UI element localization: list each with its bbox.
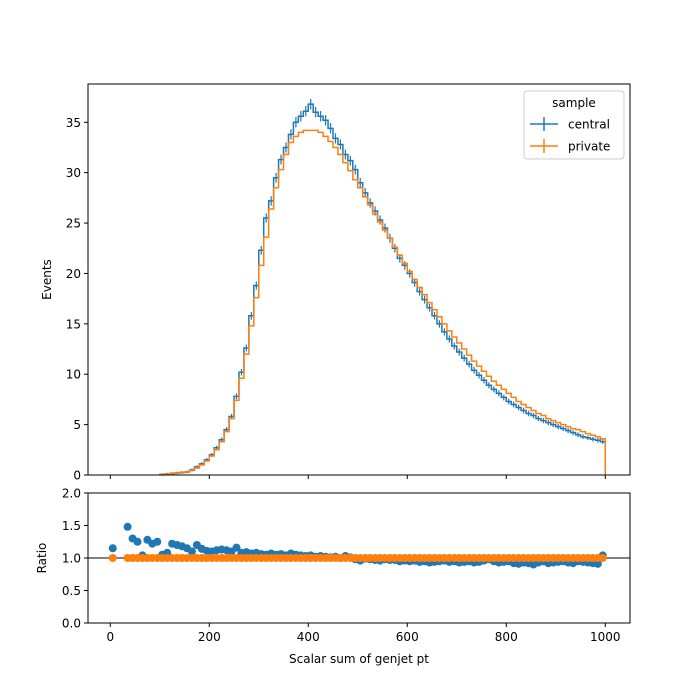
y-tick-label: 15	[66, 317, 81, 331]
ratio-series-layer	[88, 522, 630, 569]
ratio-y-ticks: 0.0 0.5 1.0 1.5 2.0	[62, 487, 88, 631]
ratio-y-tick-label: 1.5	[62, 519, 81, 533]
legend: sample central private	[523, 90, 625, 160]
ratio-y-tick-label: 0.5	[62, 584, 81, 598]
legend-label-private: private	[568, 140, 610, 154]
y-tick-label: 20	[66, 267, 81, 281]
x-axis-label: Scalar sum of genjet pt	[289, 652, 429, 666]
legend-label-central: central	[568, 118, 610, 132]
ratio-point-central	[187, 547, 196, 556]
ratio-point-central	[153, 537, 162, 546]
y-tick-label: 35	[66, 116, 81, 130]
legend-box	[523, 90, 625, 160]
legend-entry-private: private	[530, 139, 610, 154]
x-tick-label: 200	[198, 630, 221, 644]
ratio-series-private	[108, 554, 607, 562]
ratio-point-central	[108, 544, 117, 553]
top-panel: 0 5 10 15 20 25 30 35 Events sample central pri…	[40, 83, 631, 483]
series-private	[159, 129, 606, 476]
x-tick-label: 800	[495, 630, 518, 644]
y-tick-label: 0	[73, 469, 81, 483]
x-tick-label: 600	[396, 630, 419, 644]
ratio-point-central	[123, 522, 132, 531]
ratio-y-tick-label: 1.0	[62, 552, 81, 566]
y-tick-label: 5	[73, 418, 81, 432]
y-tick-label: 30	[66, 166, 81, 180]
y-tick-label: 10	[66, 368, 81, 382]
legend-title: sample	[552, 96, 596, 110]
ratio-y-tick-label: 0.0	[62, 617, 81, 631]
ratio-point-central	[593, 559, 602, 568]
top-plot-frame	[87, 83, 631, 476]
ratio-plot-frame	[87, 492, 631, 624]
top-y-axis-label: Events	[40, 259, 54, 300]
x-tick-label: 0	[106, 630, 114, 644]
ratio-y-axis-label: Ratio	[35, 543, 49, 574]
ratio-point-private	[108, 554, 117, 562]
step-line-private	[159, 129, 606, 476]
top-series-layer	[159, 98, 606, 476]
x-tick-label: 1000	[590, 630, 621, 644]
ratio-point-central	[133, 537, 142, 546]
ratio-point-central	[232, 543, 241, 552]
ratio-y-tick-label: 2.0	[62, 487, 81, 501]
x-tick-label: 400	[297, 630, 320, 644]
ratio-x-ticks: 0 200 400 600 800 1000	[106, 623, 621, 644]
ratio-point-private	[598, 554, 607, 562]
legend-entry-central: central	[530, 117, 610, 132]
top-y-ticks: 0 5 10 15 20 25 30 35	[66, 116, 88, 483]
top-x-ticks	[109, 475, 606, 479]
y-tick-label: 25	[66, 217, 81, 231]
ratio-panel: 0.00.51.01.52.0 0 200 400 600 800 1000 Ratio …	[35, 487, 631, 666]
